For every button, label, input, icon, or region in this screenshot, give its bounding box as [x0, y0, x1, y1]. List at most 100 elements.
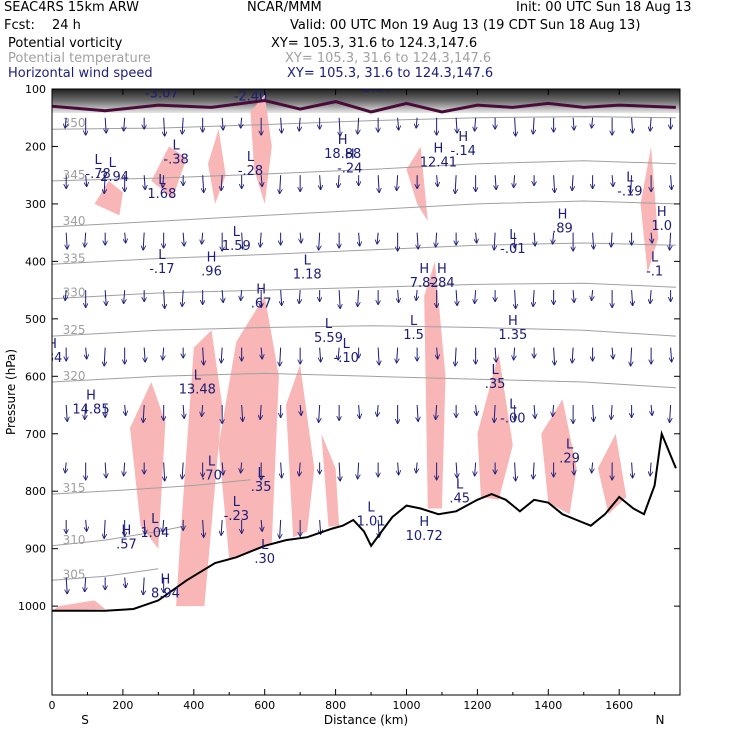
- hl-marker-H: H: [338, 133, 348, 148]
- field-wind-name: Horizontal wind speed: [8, 66, 153, 81]
- hl-marker-L: L: [247, 75, 255, 90]
- hl-marker-L: L: [94, 153, 102, 168]
- wind-vector: [242, 232, 243, 249]
- wind-vector: [495, 347, 496, 362]
- wind-vector: [533, 117, 534, 134]
- wind-vector: [320, 175, 321, 189]
- wind-vector: [203, 175, 204, 192]
- wind-vector: [456, 462, 457, 477]
- wind-vector: [514, 347, 515, 360]
- wind-vector: [632, 462, 633, 477]
- wind-vector: [339, 290, 340, 308]
- pv-2pvu-contour: [52, 98, 676, 114]
- wind-vector: [611, 232, 612, 247]
- y-axis-title: Pressure (hPa): [4, 349, 18, 435]
- hl-value: -.84: [429, 276, 454, 291]
- hl-value: -2.40: [234, 89, 268, 104]
- wind-vector: [125, 577, 126, 587]
- hl-value: 3.22: [314, 78, 343, 93]
- wind-vector: [280, 175, 281, 193]
- wind-vector: [260, 404, 261, 419]
- wind-vector: [86, 519, 87, 531]
- hl-marker-L: L: [456, 478, 464, 493]
- hl-value: .70: [201, 469, 222, 484]
- pv-region-7: [218, 295, 279, 561]
- field-wind-xy: XY= 105.3, 31.6 to 124.3,147.6: [287, 66, 494, 81]
- field-pv-xy: XY= 105.3, 31.6 to 124.3,147.6: [271, 36, 478, 51]
- hl-value: -.19: [617, 184, 642, 199]
- wind-vector: [533, 462, 534, 478]
- hl-marker-L: L: [651, 251, 659, 266]
- y-tick-label: 500: [25, 313, 46, 326]
- wind-vector: [553, 404, 554, 416]
- wind-vector: [203, 519, 204, 537]
- hl-marker-L: L: [626, 170, 634, 185]
- x-tick-label: 1600: [605, 699, 633, 712]
- wind-vector: [66, 232, 67, 249]
- hl-marker-L: L: [325, 64, 333, 79]
- hl-marker-L: L: [325, 317, 333, 332]
- pv-contour-line: [52, 98, 676, 114]
- hl-value: .57: [116, 538, 137, 553]
- pv-region-2: [250, 94, 272, 204]
- wind-vector: [612, 175, 613, 186]
- hl-marker-L: L: [509, 228, 517, 243]
- hl-value: -.78: [85, 167, 110, 182]
- wind-vector: [377, 232, 378, 244]
- hl-marker-L: L: [509, 397, 517, 412]
- hl-value: -.28: [238, 164, 263, 179]
- y-tick-label: 600: [25, 370, 46, 383]
- theta-label-310: 310: [63, 533, 86, 547]
- theta-contour-330: [52, 282, 676, 300]
- wind-vector: [455, 175, 456, 193]
- fcst-label: Fcst:: [4, 18, 35, 33]
- wind-vector: [417, 404, 418, 421]
- wind-vector: [281, 290, 282, 305]
- pv-region-10: [424, 261, 446, 509]
- theta-contour-335: [52, 242, 676, 265]
- hl-value: .84: [42, 351, 63, 366]
- wind-vector: [671, 175, 672, 189]
- wind-vector: [632, 117, 633, 133]
- plot-frame: [51, 88, 681, 696]
- wind-vector: [164, 290, 165, 308]
- wind-vector: [456, 117, 457, 133]
- wind-vector: [671, 347, 672, 362]
- wind-vector: [592, 117, 593, 128]
- wind-vector: [143, 577, 144, 594]
- init-time: Init: 00 UTC Sun 18 Aug 13: [516, 0, 692, 15]
- wind-vector: [299, 462, 300, 475]
- wind-vector: [221, 519, 222, 535]
- hl-value: -2.34: [358, 81, 392, 96]
- hl-marker-H: H: [437, 262, 447, 277]
- pv-region-5: [130, 382, 166, 549]
- hl-value: -.1: [646, 265, 663, 280]
- wind-vector: [554, 347, 555, 365]
- wind-vector: [261, 519, 262, 531]
- pv-region-0: [94, 180, 123, 216]
- hl-value: -.38: [163, 153, 188, 168]
- wind-vector: [124, 117, 125, 131]
- y-tick-label: 700: [25, 428, 46, 441]
- hl-marker-L: L: [304, 254, 312, 269]
- pv-region-11: [477, 353, 513, 500]
- wind-vector: [534, 232, 535, 246]
- wind-vector: [182, 462, 183, 478]
- wind-vector: [242, 404, 243, 421]
- hl-marker-L: L: [151, 512, 159, 527]
- hl-value: -.17: [149, 262, 174, 277]
- wind-vector: [611, 404, 612, 419]
- wind-vector: [437, 175, 438, 186]
- hl-marker-L: L: [208, 455, 216, 470]
- theta-contour-350: [52, 116, 676, 130]
- wind-vector: [280, 347, 281, 366]
- hl-marker-L: L: [233, 225, 241, 240]
- wind-vector: [104, 519, 105, 538]
- wind-vector: [475, 117, 476, 131]
- wind-vector: [554, 175, 555, 192]
- wind-vector: [495, 175, 496, 189]
- wind-vector: [222, 117, 223, 130]
- wind-vector: [515, 117, 516, 136]
